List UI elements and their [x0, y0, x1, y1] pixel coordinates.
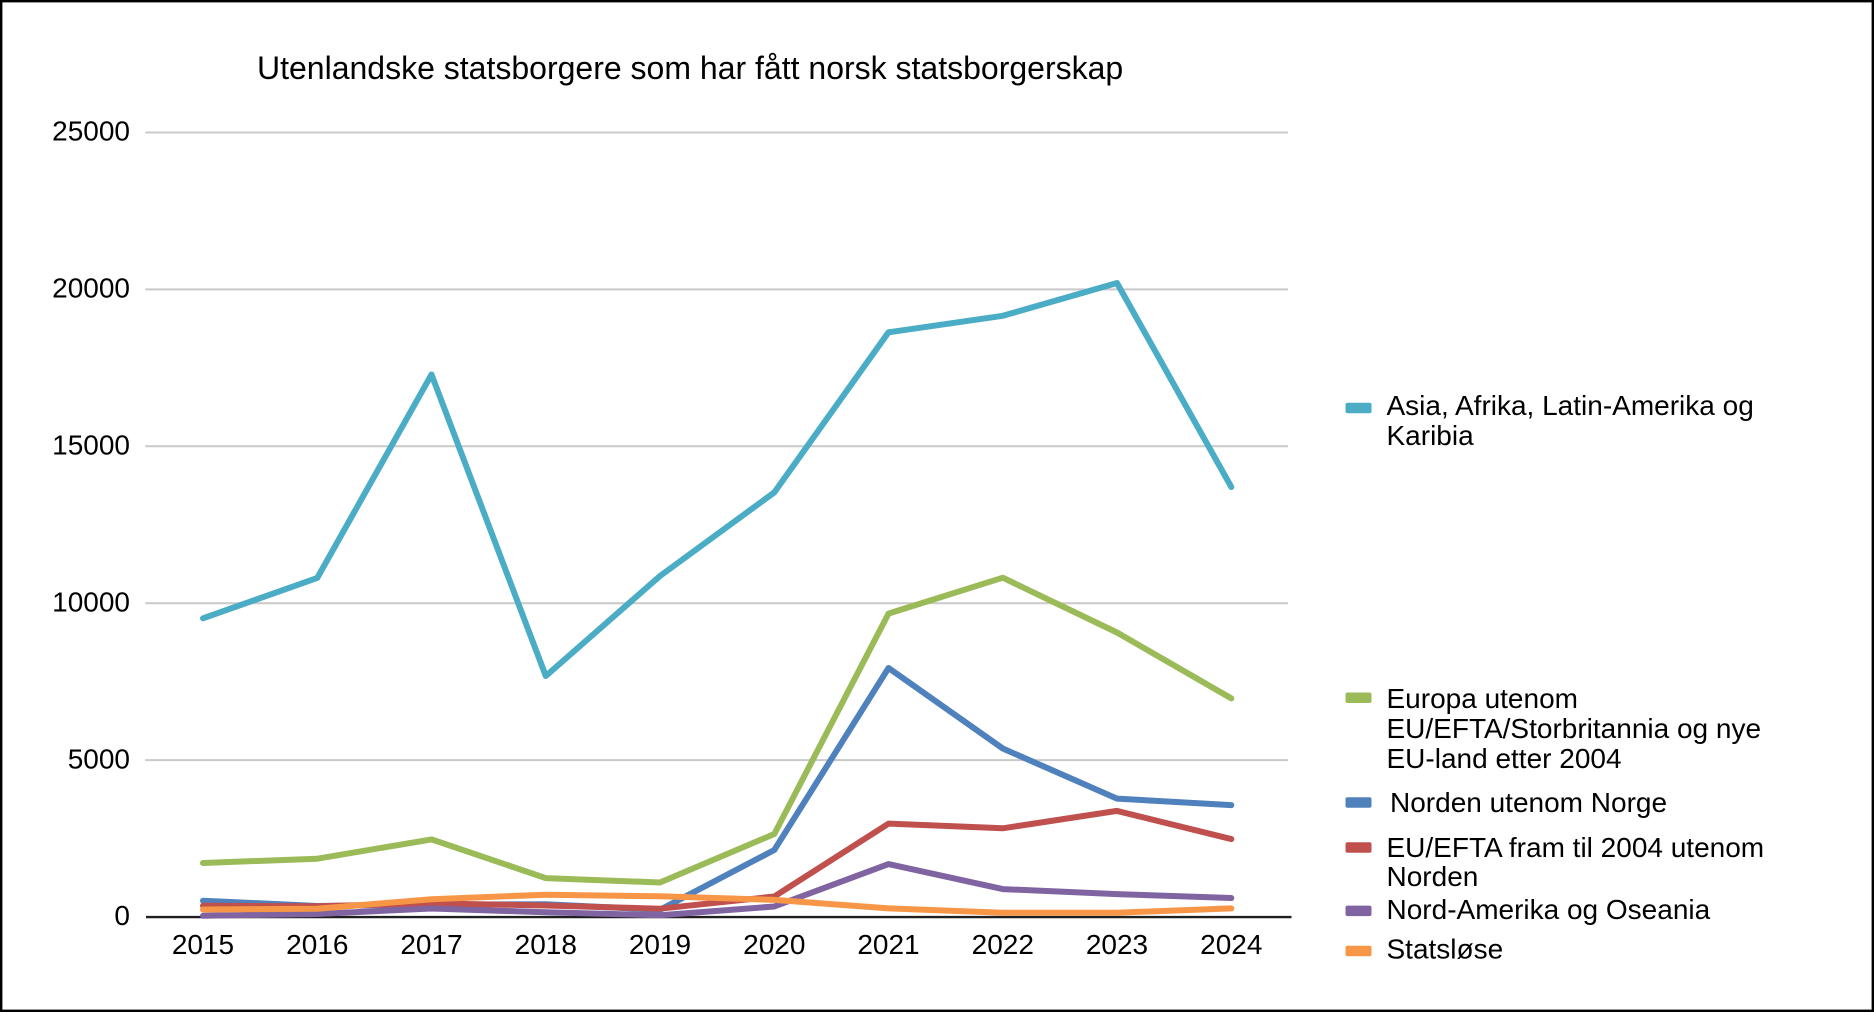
svg-text:15000: 15000: [52, 430, 130, 461]
svg-text:Utenlandske statsborgere som h: Utenlandske statsborgere som har fått no…: [257, 50, 1123, 86]
svg-text:Norden utenom Norge: Norden utenom Norge: [1390, 787, 1667, 818]
svg-text:0: 0: [114, 900, 130, 931]
svg-text:EU/EFTA/Storbritannia og nye: EU/EFTA/Storbritannia og nye: [1387, 713, 1762, 744]
svg-text:2019: 2019: [629, 929, 691, 960]
svg-text:2020: 2020: [743, 929, 805, 960]
svg-text:2017: 2017: [400, 929, 462, 960]
svg-text:2024: 2024: [1200, 929, 1262, 960]
svg-text:2021: 2021: [857, 929, 919, 960]
svg-text:2016: 2016: [286, 929, 348, 960]
svg-text:EU-land etter 2004: EU-land etter 2004: [1387, 743, 1622, 774]
svg-text:25000: 25000: [52, 116, 130, 147]
svg-text:Karibia: Karibia: [1387, 420, 1475, 451]
svg-text:10000: 10000: [52, 586, 130, 617]
svg-text:Norden: Norden: [1387, 861, 1479, 892]
svg-text:2023: 2023: [1086, 929, 1148, 960]
svg-text:2022: 2022: [972, 929, 1034, 960]
svg-text:2018: 2018: [515, 929, 577, 960]
svg-text:Nord-Amerika og Oseania: Nord-Amerika og Oseania: [1387, 894, 1711, 925]
svg-text:Statsløse: Statsløse: [1387, 934, 1504, 965]
svg-text:2015: 2015: [172, 929, 234, 960]
svg-text:Asia, Afrika, Latin-Amerika og: Asia, Afrika, Latin-Amerika og: [1387, 390, 1754, 421]
svg-text:Europa utenom: Europa utenom: [1387, 683, 1578, 714]
svg-text:20000: 20000: [52, 273, 130, 304]
svg-text:EU/EFTA fram til 2004 utenom: EU/EFTA fram til 2004 utenom: [1387, 832, 1765, 863]
svg-text:5000: 5000: [68, 743, 130, 774]
